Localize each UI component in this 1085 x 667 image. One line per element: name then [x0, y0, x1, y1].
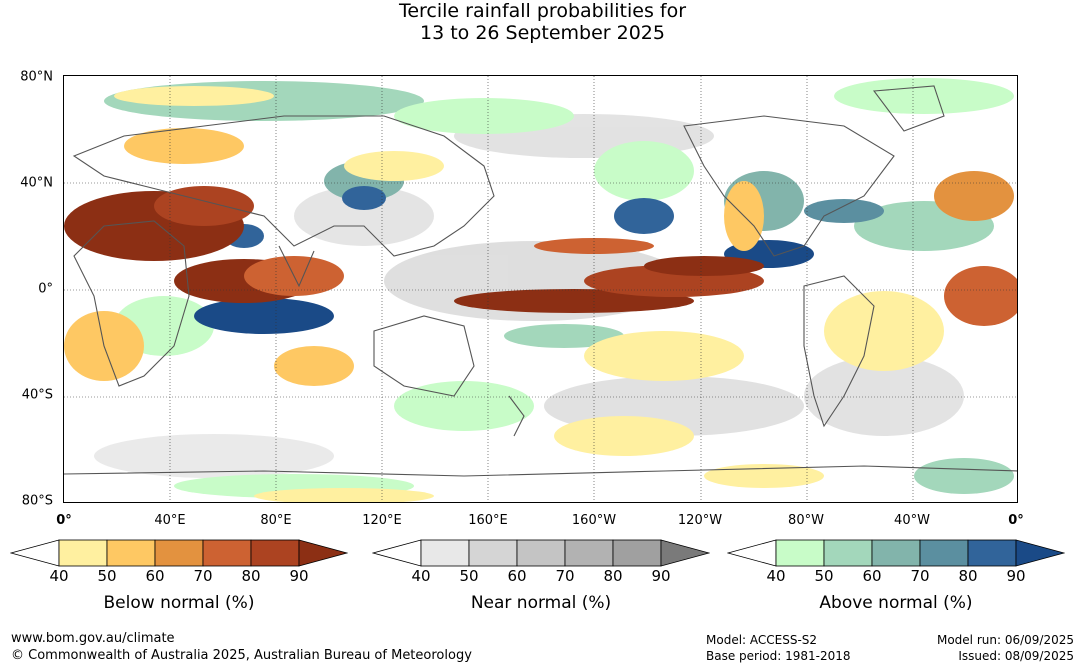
colorbar-segment [967, 539, 1017, 567]
colorbar-tick-label: 60 [145, 567, 165, 585]
colorbar-segment [154, 539, 204, 567]
colorbar-segment [420, 539, 470, 567]
colorbar [10, 539, 348, 567]
legend-near-normal-title: Near normal (%) [470, 593, 612, 613]
lon-label-0-left: 0° [56, 513, 72, 528]
colorbar-tick-label: 40 [766, 567, 786, 585]
colorbar-tick-label: 50 [459, 567, 479, 585]
colorbar-arrow-low [372, 539, 422, 567]
legend-near-normal [372, 538, 710, 570]
legend-below-normal-title: Below normal (%) [103, 593, 255, 613]
colorbar-tick-label: 80 [603, 567, 623, 585]
colorbar-segment [823, 539, 873, 567]
lon-label-80w: 80°W [788, 513, 824, 528]
colorbar-tick-label: 50 [97, 567, 117, 585]
colorbar-segment [871, 539, 921, 567]
colorbar-tick-label: 60 [862, 567, 882, 585]
colorbar-tick-label: 50 [814, 567, 834, 585]
lon-label-160w: 160°W [571, 513, 617, 528]
rainfall-probability-map [63, 75, 1018, 503]
colorbar [727, 539, 1065, 567]
colorbar-arrow-high [1015, 539, 1065, 567]
map-svg [64, 76, 1017, 502]
footer-website: www.bom.gov.au/climate [11, 631, 175, 646]
colorbar-arrow-low [10, 539, 60, 567]
colorbar-tick-label: 60 [507, 567, 527, 585]
chart-title-line1: Tercile rainfall probabilities for [398, 0, 687, 22]
below-normal-regions [64, 86, 1017, 502]
colorbar-tick-label: 90 [289, 567, 309, 585]
colorbar-segment [250, 539, 300, 567]
footer-base-period: Base period: 1981-2018 [706, 649, 851, 663]
colorbar-segment [202, 539, 252, 567]
lon-label-0-right: 0° [1008, 513, 1024, 528]
colorbar-tick-label: 70 [193, 567, 213, 585]
lat-label-0: 0° [38, 281, 53, 297]
footer-copyright: © Commonwealth of Australia 2025, Austra… [11, 648, 472, 663]
lat-label-80n: 80°N [20, 69, 53, 85]
colorbar-tick-label: 70 [910, 567, 930, 585]
colorbar-segment [516, 539, 566, 567]
colorbar-segment [564, 539, 614, 567]
lat-label-80s: 80°S [21, 493, 53, 509]
footer-issued: Issued: 08/09/2025 [958, 649, 1074, 663]
colorbar-arrow-high [660, 539, 710, 567]
legend-above-normal-title: Above normal (%) [819, 593, 973, 613]
chart-title-line2: 13 to 26 September 2025 [420, 22, 665, 44]
lon-label-40w: 40°W [894, 513, 930, 528]
colorbar-tick-label: 90 [651, 567, 671, 585]
coastlines [64, 85, 1017, 477]
footer-model: Model: ACCESS-S2 [706, 633, 818, 647]
legend-above-normal [727, 538, 1065, 570]
colorbar-tick-label: 80 [958, 567, 978, 585]
colorbar-segment [106, 539, 156, 567]
colorbar-segment [468, 539, 518, 567]
lat-label-40n: 40°N [20, 175, 53, 191]
colorbar-tick-label: 40 [49, 567, 69, 585]
legend-below-normal [10, 538, 348, 570]
colorbar-arrow-low [727, 539, 777, 567]
colorbar [372, 539, 710, 567]
lon-label-120e: 120°E [362, 513, 402, 528]
lon-label-40e: 40°E [154, 513, 186, 528]
colorbar-tick-label: 40 [411, 567, 431, 585]
colorbar-tick-label: 70 [555, 567, 575, 585]
colorbar-segment [612, 539, 662, 567]
colorbar-tick-label: 80 [241, 567, 261, 585]
map-gridlines [64, 76, 1017, 502]
colorbar-arrow-high [298, 539, 348, 567]
lon-label-160e: 160°E [468, 513, 508, 528]
colorbar-segment [775, 539, 825, 567]
footer-model-run: Model run: 06/09/2025 [936, 633, 1074, 647]
lon-label-80e: 80°E [260, 513, 292, 528]
lat-label-40s: 40°S [21, 387, 53, 403]
lon-label-120w: 120°W [677, 513, 723, 528]
colorbar-segment [58, 539, 108, 567]
colorbar-tick-label: 90 [1006, 567, 1026, 585]
colorbar-segment [919, 539, 969, 567]
